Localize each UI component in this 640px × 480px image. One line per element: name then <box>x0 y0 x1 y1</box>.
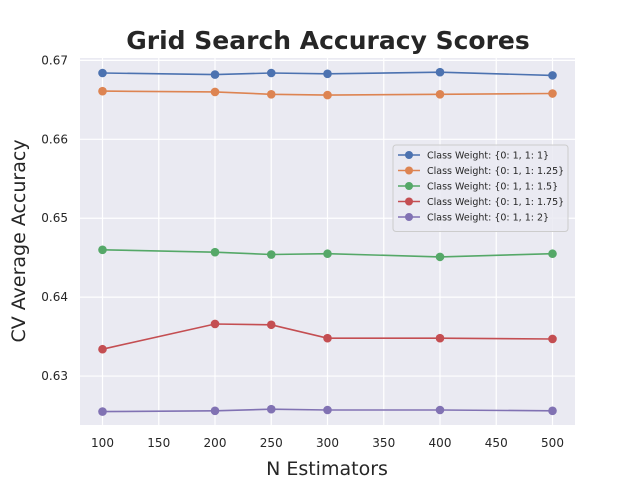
x-axis-ticks: 100 150 200 250 300 350 400 450 500 <box>91 436 564 450</box>
series-group <box>98 319 557 354</box>
data-point <box>548 249 557 259</box>
y-axis-ticks: 0.63 0.64 0.65 0.66 0.67 <box>41 53 68 383</box>
legend-marker <box>405 166 413 175</box>
data-point <box>266 68 276 78</box>
data-point <box>435 333 445 343</box>
data-point <box>210 319 220 329</box>
series-group <box>98 86 557 100</box>
legend-item: Class Weight: {0: 1, 1: 2} <box>398 213 549 224</box>
legend-marker <box>405 213 413 221</box>
data-point <box>266 250 276 259</box>
series-line <box>102 408 553 413</box>
series-line <box>102 323 553 350</box>
x-tick-label: 200 <box>204 436 227 450</box>
data-point <box>210 87 220 97</box>
data-point <box>548 406 557 416</box>
data-point <box>435 67 445 77</box>
data-point <box>210 406 220 416</box>
series-line <box>102 90 553 96</box>
data-point <box>548 334 557 344</box>
legend-item: Class Weight: {0: 1, 1: 1.75} <box>398 197 564 208</box>
series-group <box>98 67 557 80</box>
data-point <box>266 320 276 330</box>
x-axis-label: N Estimators <box>266 458 388 480</box>
series-line <box>102 249 553 258</box>
legend-marker <box>405 151 413 159</box>
legend-marker <box>405 182 413 190</box>
x-tick-label: 500 <box>541 436 564 450</box>
legend-label: Class Weight: {0: 1, 1: 1.25} <box>427 166 564 177</box>
y-axis-label: CV Average Accuracy <box>8 139 30 342</box>
x-tick-label: 350 <box>372 436 395 450</box>
data-point <box>266 404 276 414</box>
legend-marker <box>405 197 413 206</box>
legend-item: Class Weight: {0: 1, 1: 1.25} <box>398 166 564 177</box>
x-tick-label: 150 <box>147 436 170 450</box>
legend-label: Class Weight: {0: 1, 1: 2} <box>427 213 549 224</box>
data-point <box>323 69 332 79</box>
data-point <box>435 252 445 262</box>
legend-label: Class Weight: {0: 1, 1: 1} <box>427 151 549 162</box>
y-tick-label: 0.65 <box>41 211 68 225</box>
data-point <box>210 247 220 257</box>
data-point <box>435 405 445 415</box>
y-tick-label: 0.66 <box>41 132 68 146</box>
data-point <box>210 70 220 79</box>
chart-title: Grid Search Accuracy Scores <box>126 26 529 55</box>
data-point <box>323 249 332 259</box>
series-lines <box>98 67 557 416</box>
data-point <box>98 245 107 255</box>
data-point <box>323 90 332 100</box>
data-point <box>98 344 107 354</box>
data-point <box>98 407 107 416</box>
data-point <box>548 71 557 80</box>
data-point <box>548 89 557 98</box>
legend-label: Class Weight: {0: 1, 1: 1.5} <box>427 182 558 193</box>
data-point <box>98 86 107 96</box>
legend-box <box>392 144 569 232</box>
legend-item: Class Weight: {0: 1, 1: 1} <box>398 151 549 162</box>
x-tick-label: 250 <box>260 436 283 450</box>
data-point <box>323 405 332 415</box>
x-tick-label: 100 <box>91 436 114 450</box>
data-point <box>323 333 332 343</box>
legend-label: Class Weight: {0: 1, 1: 1.75} <box>427 197 564 208</box>
y-tick-label: 0.63 <box>41 369 68 383</box>
grid-lines <box>80 58 575 425</box>
data-point <box>98 68 107 78</box>
series-group <box>98 245 557 262</box>
x-tick-label: 400 <box>429 436 452 450</box>
legend-item: Class Weight: {0: 1, 1: 1.5} <box>398 182 558 193</box>
data-point <box>435 90 445 99</box>
y-tick-label: 0.64 <box>41 290 68 304</box>
y-tick-label: 0.67 <box>41 53 68 67</box>
legend: Class Weight: {0: 1, 1: 1} Class Weight: … <box>392 144 569 232</box>
data-point <box>266 90 276 99</box>
series-line <box>102 71 553 77</box>
series-group <box>98 404 557 416</box>
x-tick-label: 450 <box>485 436 508 450</box>
x-tick-label: 300 <box>316 436 339 450</box>
